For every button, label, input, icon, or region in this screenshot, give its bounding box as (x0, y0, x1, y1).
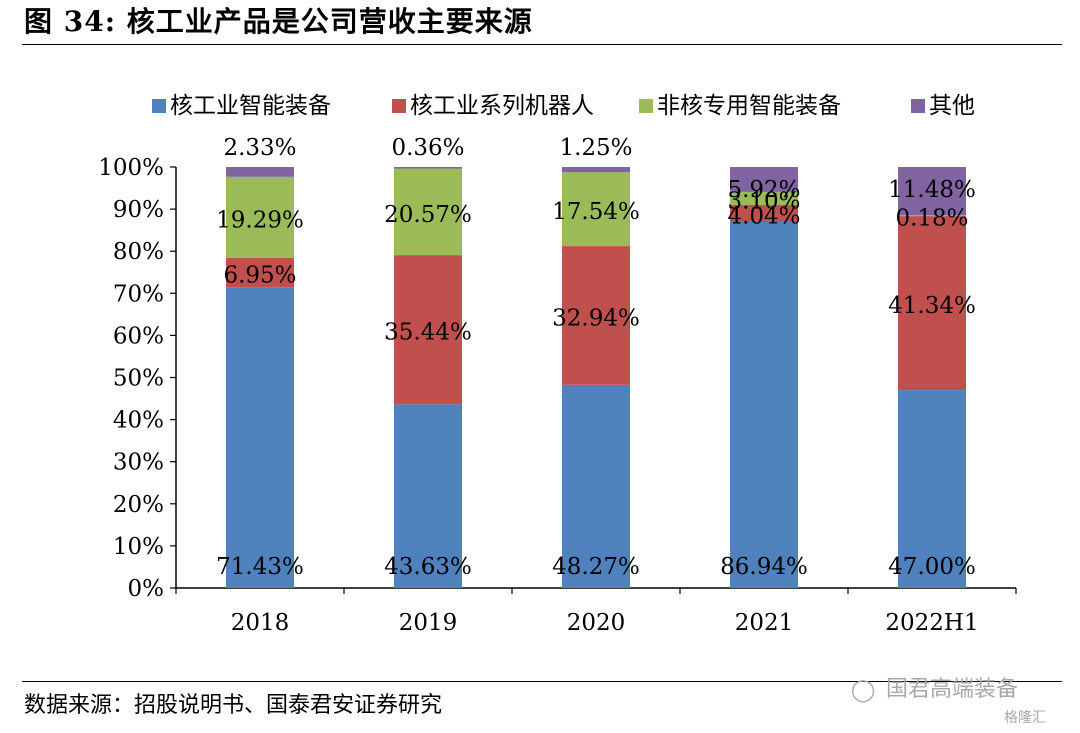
watermark: ◯ 国君高端装备 格隆汇 (848, 672, 1068, 732)
bar-segment (226, 176, 294, 259)
y-tick-label: 10% (113, 534, 164, 560)
data-labels: 71.43% 6.95% 19.29% 2.33% 43.63% 35.44% 20.57%… (216, 135, 976, 580)
bar-segment (730, 167, 798, 192)
bar-segment (898, 215, 966, 217)
y-tick-label: 30% (113, 450, 164, 476)
legend-label: 非核专用智能装备 (657, 93, 841, 119)
bar-segment (562, 167, 630, 173)
watermark-name: 国君高端装备 (886, 677, 1019, 702)
bar-segment (730, 191, 798, 205)
legend-swatch (152, 99, 166, 113)
bar-segment (730, 204, 798, 222)
y-tick-label: 70% (113, 281, 164, 307)
data-label: 3.10% (727, 188, 800, 214)
axes: 0% 10% 20% 30% 40% 50% 60% 70% 80% 90% 100% 2018 201… (98, 155, 1017, 636)
y-tick-label: 40% (113, 408, 164, 434)
x-tick-label: 2022H1 (885, 610, 978, 636)
y-tick-label: 100% (98, 155, 164, 181)
y-tick-label: 60% (113, 323, 164, 349)
data-label: 17.54% (552, 199, 640, 225)
bar-segment (562, 384, 630, 588)
title-rule (22, 44, 1062, 45)
data-label: 5.92% (727, 177, 800, 203)
x-tick-label: 2018 (231, 610, 290, 636)
data-label: 71.43% (216, 554, 304, 580)
legend-label: 核工业智能装备 (170, 93, 331, 119)
data-label: 32.94% (552, 305, 640, 331)
bar-segment (562, 172, 630, 247)
bar-segment (394, 168, 462, 256)
y-tick-label: 0% (128, 576, 165, 602)
bar-segment (226, 258, 294, 288)
bar-segment (394, 404, 462, 588)
legend-swatch (392, 99, 406, 113)
data-label: 2.33% (223, 135, 296, 161)
bar-segment (562, 246, 630, 385)
data-label: 19.29% (216, 207, 304, 233)
y-tick-label: 20% (113, 492, 164, 518)
data-label: 86.94% (720, 554, 808, 580)
watermark-badge: 格隆汇 (1004, 710, 1046, 726)
data-label: 20.57% (384, 202, 472, 228)
data-label: 1.25% (559, 135, 632, 161)
y-tick-label: 50% (113, 366, 164, 392)
bar-segment (226, 167, 294, 177)
x-tick-label: 2020 (567, 610, 626, 636)
bar-segment (226, 287, 294, 588)
data-label: 0.36% (391, 135, 464, 161)
legend-swatch (911, 99, 925, 113)
legend: 核工业智能装备 核工业系列机器人 非核专用智能装备 其他 (152, 93, 975, 119)
legend-swatch (639, 99, 653, 113)
legend-label: 核工业系列机器人 (410, 93, 594, 119)
data-label: 11.48% (888, 177, 976, 203)
y-tick-label: 80% (113, 239, 164, 265)
data-label: 41.34% (888, 293, 976, 319)
data-label: 4.04% (727, 203, 800, 229)
x-tick-label: 2019 (399, 610, 458, 636)
data-label: 43.63% (384, 554, 472, 580)
data-label: 6.95% (223, 263, 296, 289)
bar-segment (898, 167, 966, 216)
data-label: 0.18% (895, 206, 968, 232)
legend-label: 其他 (929, 93, 975, 119)
source-rule (22, 681, 1062, 682)
y-tick-label: 90% (113, 197, 164, 223)
bar-segment (898, 390, 966, 588)
bar-segment (898, 216, 966, 391)
bars (226, 167, 966, 588)
wechat-icon: ◯ (850, 678, 876, 703)
data-label: 35.44% (384, 320, 472, 346)
stacked-bar-chart: 核工业智能装备 核工业系列机器人 非核专用智能装备 其他 0% 10% 20% 30% 40%… (98, 93, 1017, 636)
bar-segment (730, 221, 798, 588)
bar-segment (394, 167, 462, 169)
bar-segment (394, 255, 462, 405)
figure-title: 图 34: 核工业产品是公司营收主要来源 (24, 5, 533, 38)
data-source: 数据来源：招股说明书、国泰君安证券研究 (24, 693, 443, 718)
data-label: 48.27% (552, 554, 640, 580)
data-label: 47.00% (888, 554, 976, 580)
x-tick-label: 2021 (735, 610, 794, 636)
